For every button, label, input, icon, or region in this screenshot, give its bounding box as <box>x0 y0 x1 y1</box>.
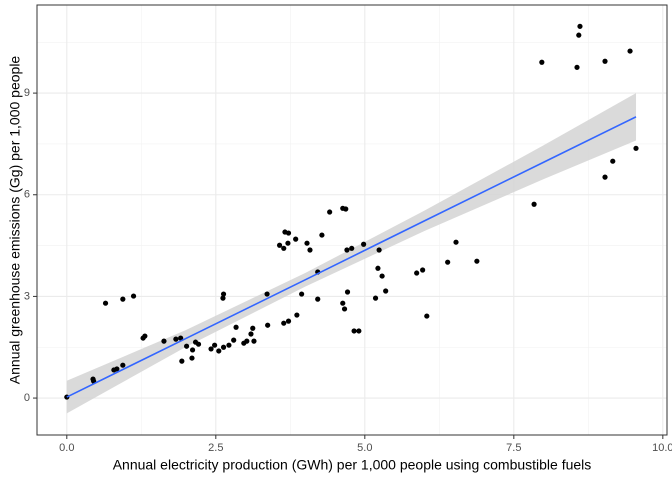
point <box>189 347 196 353</box>
point <box>226 342 232 348</box>
x-tick-label: 10.0 <box>652 442 672 454</box>
y-axis-label: Annual greenhouse emissions (Gg) per 1,0… <box>7 56 23 385</box>
point <box>602 58 608 64</box>
point <box>251 338 257 344</box>
point <box>231 337 237 343</box>
point <box>633 145 639 151</box>
point <box>208 346 214 352</box>
point <box>120 296 126 302</box>
point <box>264 291 270 297</box>
point <box>375 265 381 271</box>
y-tick-label: 3 <box>24 290 30 302</box>
point <box>341 306 348 312</box>
point <box>216 348 222 354</box>
point <box>285 240 291 246</box>
point <box>184 343 190 349</box>
point <box>102 300 109 306</box>
point <box>315 296 321 302</box>
point <box>248 331 254 337</box>
point <box>602 174 608 180</box>
point <box>327 209 333 215</box>
point <box>114 366 120 372</box>
point <box>285 230 292 236</box>
point <box>307 247 313 253</box>
point <box>276 242 283 248</box>
point <box>195 341 202 347</box>
point <box>250 325 256 331</box>
point <box>351 328 357 334</box>
point <box>189 355 195 361</box>
point <box>539 59 545 65</box>
point <box>445 259 451 265</box>
point <box>220 344 227 350</box>
y-tick-label: 9 <box>24 87 30 99</box>
point <box>142 333 148 339</box>
point <box>574 64 580 70</box>
point <box>220 291 227 297</box>
point <box>220 295 226 301</box>
point <box>576 32 582 38</box>
point <box>414 270 420 276</box>
x-axis-label: Annual electricity production (GWh) per … <box>113 457 592 473</box>
point <box>178 335 184 341</box>
trend-line <box>66 116 637 398</box>
point <box>179 358 185 364</box>
point <box>212 342 218 348</box>
point <box>340 300 346 306</box>
point <box>319 232 325 238</box>
point <box>361 241 367 247</box>
point <box>420 267 426 273</box>
point <box>376 247 382 253</box>
point <box>349 245 355 251</box>
point <box>173 336 179 342</box>
point <box>379 273 385 279</box>
point <box>577 23 583 29</box>
point <box>343 206 349 212</box>
point <box>265 322 271 328</box>
point <box>344 289 351 295</box>
point <box>130 293 137 299</box>
point <box>531 201 537 207</box>
point <box>285 318 292 324</box>
point <box>161 338 167 344</box>
point <box>424 313 430 319</box>
point <box>453 239 459 245</box>
y-tick-label: 6 <box>24 189 30 201</box>
y-tick-label: 0 <box>24 392 30 404</box>
point <box>474 258 480 264</box>
x-tick-label: 2.5 <box>208 442 223 454</box>
point <box>299 291 305 297</box>
point <box>372 295 379 301</box>
point <box>233 324 239 330</box>
point <box>356 328 362 334</box>
x-tick-label: 0.0 <box>59 442 74 454</box>
point <box>244 338 250 344</box>
point <box>120 362 126 368</box>
point <box>383 288 389 294</box>
point <box>281 245 287 251</box>
x-tick-label: 5.0 <box>357 442 372 454</box>
point <box>610 158 616 164</box>
point <box>294 312 300 318</box>
point <box>304 240 310 246</box>
point <box>627 48 633 54</box>
point <box>281 320 287 326</box>
panel-border <box>36 4 668 436</box>
confidence-band <box>66 93 637 414</box>
x-tick-label: 7.5 <box>506 442 521 454</box>
point <box>293 236 299 242</box>
point <box>344 247 350 253</box>
